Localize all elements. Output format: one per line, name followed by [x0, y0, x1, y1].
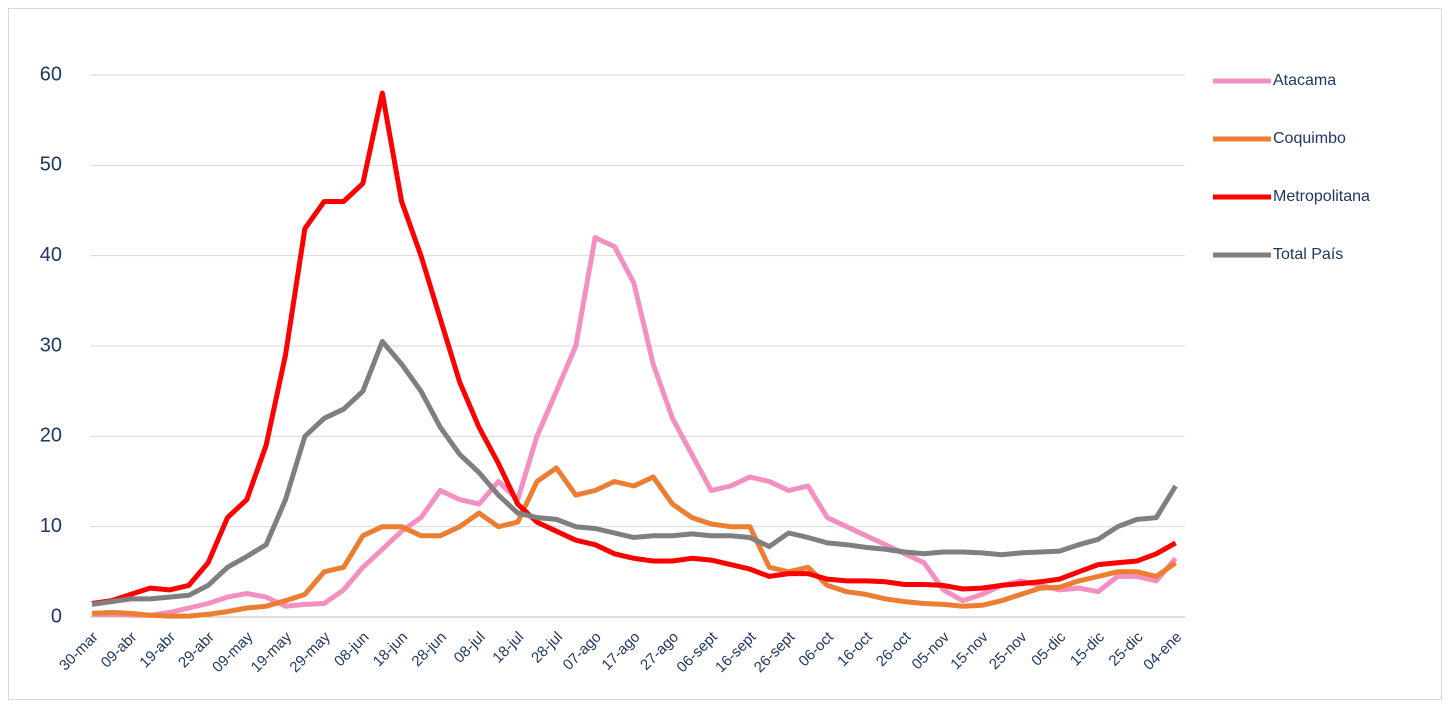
y-tick-label: 40 [40, 244, 62, 266]
series-line [91, 465, 1178, 619]
series-line [91, 90, 1177, 606]
y-tick-label: 30 [40, 334, 62, 356]
legend-label: Metropolitana [1273, 188, 1370, 205]
y-tick-label: 60 [40, 63, 62, 85]
y-tick-label: 20 [40, 425, 62, 447]
legend-label: Atacama [1273, 72, 1336, 89]
y-tick-label: 10 [40, 515, 62, 537]
series-line [91, 339, 1178, 607]
legend-label: Coquimbo [1273, 130, 1346, 147]
chart-border [8, 8, 1442, 700]
y-tick-label: 50 [40, 154, 62, 176]
legend-label: Total País [1273, 246, 1343, 263]
y-tick-label: 0 [51, 605, 62, 627]
